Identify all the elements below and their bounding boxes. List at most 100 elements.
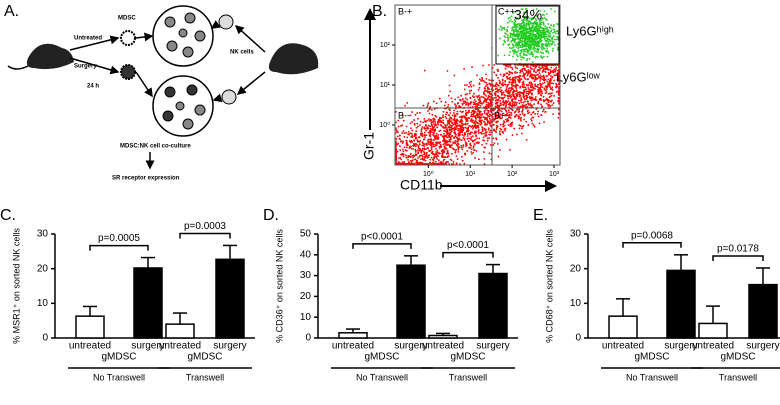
cell-dot bbox=[524, 68, 526, 71]
cell-dot bbox=[428, 141, 431, 144]
cell-dot bbox=[538, 39, 541, 41]
cell-dot bbox=[464, 122, 467, 125]
cell-dot bbox=[504, 105, 507, 108]
cell-dot bbox=[397, 119, 400, 122]
group-label: No Transwell bbox=[93, 372, 145, 382]
cell-dot bbox=[462, 100, 465, 103]
cell-dot bbox=[542, 69, 544, 72]
cell-dot bbox=[520, 132, 523, 135]
cell-dot bbox=[418, 111, 421, 114]
cell-dot bbox=[519, 32, 522, 35]
cell-dot bbox=[489, 121, 491, 124]
cell-dot bbox=[507, 119, 510, 122]
cell-dot bbox=[548, 45, 551, 47]
cell-dot bbox=[538, 98, 541, 101]
cell-dot bbox=[471, 115, 474, 118]
cell-dot bbox=[523, 97, 526, 99]
cell-dot bbox=[544, 110, 547, 113]
cell-dot bbox=[493, 92, 496, 95]
cell-dot bbox=[528, 27, 531, 30]
cell-dot bbox=[509, 78, 512, 81]
cell-dot bbox=[395, 131, 397, 134]
y-tick-label: 50 bbox=[300, 229, 312, 240]
cell-dot bbox=[474, 122, 476, 125]
cell-dot bbox=[516, 55, 519, 58]
cell-dot bbox=[526, 78, 529, 80]
cell-dot bbox=[401, 132, 404, 134]
cell-dot bbox=[443, 132, 445, 135]
cell-dot bbox=[437, 152, 440, 155]
cell-dot bbox=[527, 20, 530, 23]
annotation: Ly6Gʰⁱᵍʰ bbox=[566, 23, 614, 38]
cell-dot bbox=[529, 66, 532, 69]
cell-dot bbox=[434, 123, 437, 126]
cell-dot bbox=[450, 125, 453, 127]
cell-dot bbox=[488, 79, 491, 81]
cell-dot bbox=[395, 140, 397, 143]
cell-dot bbox=[487, 109, 489, 112]
cell-dot bbox=[430, 151, 433, 154]
cell-dot bbox=[505, 76, 508, 78]
cell-dot bbox=[426, 110, 429, 112]
cell-dot bbox=[442, 114, 444, 116]
cell-dot bbox=[546, 39, 548, 42]
cell-dot bbox=[513, 104, 516, 107]
panel-label: C. bbox=[0, 207, 16, 224]
cell-dot bbox=[471, 135, 474, 137]
cell-dot bbox=[501, 79, 504, 82]
cell-dot bbox=[426, 105, 429, 108]
cell-dot bbox=[414, 113, 417, 116]
cell-dot bbox=[463, 115, 466, 118]
cell-dot bbox=[522, 18, 525, 21]
cell-dot bbox=[417, 157, 419, 159]
panel-a: A. Untreated Surgery MDSC 24 h NK cells … bbox=[4, 3, 319, 182]
cell-dot bbox=[495, 101, 498, 104]
cell-dot bbox=[524, 43, 526, 46]
cell-dot bbox=[408, 140, 411, 143]
cell-dot bbox=[554, 74, 557, 77]
cell-dot bbox=[494, 102, 497, 105]
cell-dot bbox=[429, 161, 431, 164]
cell-dot bbox=[433, 108, 436, 110]
cell-dot bbox=[540, 23, 542, 26]
cell-dot bbox=[453, 137, 455, 140]
cell-dot bbox=[470, 113, 473, 116]
cell-dot bbox=[424, 159, 427, 162]
cell-dot bbox=[507, 83, 510, 86]
panel-label: D. bbox=[263, 207, 279, 224]
cell-dot bbox=[423, 145, 426, 147]
cell-dot bbox=[404, 149, 407, 152]
cell-dot bbox=[474, 111, 477, 113]
cell-dot bbox=[523, 15, 526, 18]
cell-dot bbox=[503, 93, 506, 96]
cell-dot bbox=[537, 51, 540, 54]
cell-dot bbox=[422, 162, 425, 165]
cell-dot bbox=[505, 87, 508, 89]
cell-dot bbox=[477, 132, 480, 135]
cell-dot bbox=[437, 134, 440, 136]
y-tick-label: 0 bbox=[575, 333, 581, 344]
cell-dot bbox=[514, 66, 517, 69]
cell-dot bbox=[466, 98, 469, 101]
cell-dot bbox=[524, 106, 527, 108]
cell-dot bbox=[520, 50, 523, 53]
cell-dot bbox=[553, 68, 556, 71]
cell-dot bbox=[421, 144, 424, 147]
cell-dot bbox=[537, 32, 540, 34]
cell-dot bbox=[520, 30, 523, 32]
cell-dot bbox=[520, 116, 522, 119]
annotation: p<0.0001 bbox=[447, 240, 489, 251]
cell-dot bbox=[397, 160, 400, 163]
cell-dot bbox=[505, 113, 507, 116]
cell-dot bbox=[555, 82, 557, 85]
cell-dot bbox=[466, 122, 469, 125]
cell-dot bbox=[556, 90, 559, 93]
cell-dot bbox=[405, 131, 408, 134]
cell-dot bbox=[473, 92, 475, 95]
cell-dot bbox=[516, 95, 519, 97]
cell-dot bbox=[459, 116, 461, 118]
cell-dot bbox=[485, 105, 488, 108]
cell-dot bbox=[516, 93, 518, 95]
cell-dot bbox=[498, 149, 501, 151]
cell-dot bbox=[507, 64, 510, 66]
